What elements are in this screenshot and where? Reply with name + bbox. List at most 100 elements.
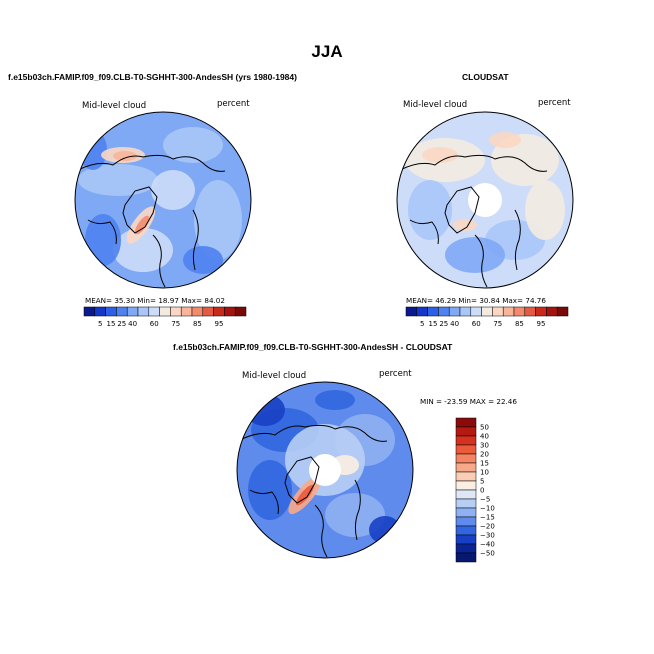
obs-map-field	[397, 112, 573, 288]
obs-units-label: percent	[538, 98, 571, 108]
obs-colorbar-tick: 15	[429, 320, 438, 328]
obs-polar-gap	[468, 183, 502, 217]
diff-units-label: percent	[379, 369, 412, 379]
diff-colorbar-tick: 20	[480, 451, 489, 459]
diff-colorbar-tick: 0	[480, 487, 484, 495]
diff-colorbar-tick: 15	[480, 460, 489, 468]
diff-colorbar-tick: 10	[480, 469, 489, 477]
diff-map-blob	[245, 394, 285, 426]
diff-colorbar-tick: 50	[480, 424, 489, 432]
obs-stats: MEAN= 46.29 Min= 30.84 Max= 74.76	[406, 296, 546, 305]
obs-min-value: 30.84	[479, 296, 500, 305]
model-colorbar-box	[137, 306, 150, 317]
obs-colorbar-box	[405, 306, 418, 317]
diff-colorbar-box	[455, 498, 477, 509]
model-min-label: Min=	[137, 296, 157, 305]
model-colorbar-tick: 95	[215, 320, 224, 328]
diff-colorbar-tick: −30	[480, 532, 495, 540]
diff-colorbar-tick: 40	[480, 433, 489, 441]
diff-colorbar-tick: −5	[480, 496, 490, 504]
model-map-outline	[74, 111, 252, 289]
obs-variable-label: Mid-level cloud	[403, 100, 468, 110]
diff-map-outline	[236, 381, 414, 559]
model-coast-greenland	[122, 186, 158, 234]
diff-colorbar-tick: −40	[480, 541, 495, 549]
obs-colorbar-box	[438, 306, 450, 317]
obs-colorbar-box	[524, 306, 536, 317]
model-units-label: percent	[217, 99, 250, 109]
obs-colorbar-box	[427, 306, 439, 317]
diff-coastline	[239, 424, 388, 558]
model-stats: MEAN= 35.30 Min= 18.97 Max= 84.02	[85, 296, 225, 305]
model-colorbar-box	[159, 306, 171, 317]
model-colorbar-box	[202, 306, 214, 317]
page-title: JJA	[311, 42, 343, 61]
obs-colorbar-tick: 75	[493, 320, 502, 328]
model-colorbar-box	[105, 306, 117, 317]
obs-colorbar-box	[416, 306, 428, 317]
diff-variable-label: Mid-level cloud	[242, 371, 307, 381]
obs-map-blob	[453, 219, 477, 231]
diff-map-field	[237, 382, 413, 558]
diff-colorbar-box	[455, 516, 477, 527]
obs-colorbar-box	[513, 306, 526, 317]
diff-colorbar-box	[455, 507, 477, 518]
diff-colorbar-tick: −20	[480, 523, 495, 531]
obs-colorbar-box	[470, 306, 482, 317]
model-colorbar-box	[83, 306, 96, 317]
obs-mean-value: 46.29	[435, 296, 456, 305]
model-colorbar-tick: 25	[117, 320, 126, 328]
obs-mean-label: MEAN=	[406, 296, 434, 305]
diff-colorbar-tick: −10	[480, 505, 495, 513]
diff-map-blob	[315, 390, 355, 410]
diff-colorbar-tick: 30	[480, 442, 489, 450]
diff-colorbar-box	[455, 489, 477, 500]
diff-colorbar-box	[455, 453, 477, 464]
diff-colorbar-box	[455, 426, 477, 437]
obs-colorbar-box	[492, 306, 504, 317]
model-colorbar-box	[170, 306, 182, 317]
model-map-blob	[183, 246, 223, 274]
diff-colorbar-box	[455, 462, 477, 473]
obs-map-blob	[445, 237, 505, 273]
model-map-blob	[151, 170, 195, 210]
diff-colorbar-tick: −15	[480, 514, 495, 522]
model-map-blob	[113, 151, 137, 161]
diff-colorbar-tick: 5	[480, 478, 484, 486]
model-map-blob	[194, 180, 242, 260]
model-max-label: Max=	[181, 296, 203, 305]
diff-colorbar-box	[455, 444, 477, 455]
diff-colorbar-box	[455, 534, 477, 545]
model-colorbar-box	[234, 306, 247, 317]
obs-colorbar-box	[546, 306, 558, 317]
obs-max-label: Max=	[502, 296, 524, 305]
diff-colorbar-box	[455, 435, 477, 446]
diff-colorbar-box	[455, 471, 477, 482]
obs-coastline	[399, 154, 548, 288]
model-colorbar-box	[180, 306, 193, 317]
model-colorbar-box	[213, 306, 225, 317]
model-map-blob	[163, 127, 223, 163]
obs-colorbar-tick: 60	[472, 320, 481, 328]
model-panel-title: f.e15b03ch.FAMIP.f09_f09.CLB-T0-SGHHT-30…	[8, 72, 297, 82]
model-colorbar-tick: 75	[171, 320, 180, 328]
model-colorbar-tick: 60	[150, 320, 159, 328]
obs-colorbar-tick: 25	[439, 320, 448, 328]
obs-colorbar-tick: 40	[450, 320, 459, 328]
model-variable-label: Mid-level cloud	[82, 101, 147, 111]
diff-colorbar-box	[455, 552, 477, 563]
model-colorbar-box	[94, 306, 106, 317]
obs-coast-greenland	[444, 186, 480, 234]
diff-map-blob	[369, 516, 401, 544]
obs-map-blob	[422, 147, 458, 163]
obs-colorbar-box	[481, 306, 493, 317]
diff-colorbar-box	[455, 525, 477, 536]
diff-map-blob	[248, 460, 292, 520]
model-colorbar-tick: 40	[128, 320, 137, 328]
model-colorbar-box	[224, 306, 236, 317]
obs-max-value: 74.76	[525, 296, 546, 305]
diff-colorbar-box	[455, 543, 477, 554]
obs-colorbar-box	[535, 306, 547, 317]
model-coastline	[77, 154, 226, 288]
